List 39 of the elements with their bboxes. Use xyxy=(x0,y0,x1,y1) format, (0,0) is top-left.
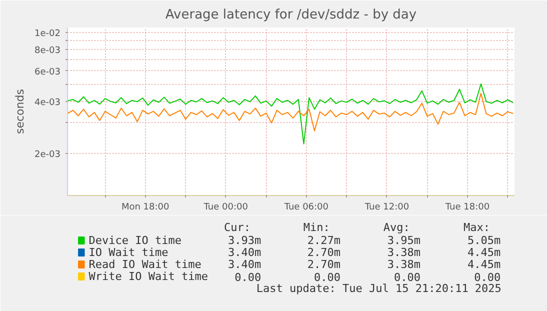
text: Max: xyxy=(463,221,490,234)
legend-label: Read IO Wait time xyxy=(88,258,202,271)
text: 2.27m xyxy=(307,234,341,247)
line-series xyxy=(68,83,514,144)
text: Min: xyxy=(303,221,330,234)
x-tick-label: Tue 18:00 xyxy=(444,202,490,212)
text: 0.00 xyxy=(314,271,340,284)
text: 2.70m xyxy=(307,258,341,271)
text: 3.95m xyxy=(387,234,421,247)
y-tick-label: 6e-03 xyxy=(34,67,61,78)
text: Cur: xyxy=(224,221,251,234)
text: 5.05m xyxy=(467,234,501,247)
text: 3.93m xyxy=(228,234,262,247)
y-tick-label: 4e-03 xyxy=(34,98,61,108)
line-series xyxy=(68,92,514,132)
text: 2.70m xyxy=(307,246,341,259)
legend-label: Write IO Wait time xyxy=(88,270,208,283)
text: 4.45m xyxy=(467,258,501,271)
text: 3.40m xyxy=(228,246,262,259)
text: Last update: Tue Jul 15 21:20:11 2025 xyxy=(256,282,502,295)
x-tick-label: Mon 18:00 xyxy=(121,202,170,212)
x-tick-label: Tue 06:00 xyxy=(283,202,329,212)
text: 3.40m xyxy=(228,258,262,271)
legend-label: Device IO time xyxy=(88,234,182,247)
chart-title: Average latency for /dev/sddz - by day xyxy=(165,8,417,22)
text: Avg: xyxy=(383,221,410,234)
y-tick-label: 2e-03 xyxy=(34,150,61,160)
text: 0.00 xyxy=(474,271,501,284)
text: 3.38m xyxy=(387,258,421,271)
x-tick-label: Tue 00:00 xyxy=(202,202,248,212)
y-axis-title: seconds xyxy=(14,88,27,134)
y-tick-label: 8e-03 xyxy=(34,46,61,56)
legend-label: IO Wait time xyxy=(88,246,168,259)
x-tick-label: Tue 12:00 xyxy=(364,202,410,212)
y-tick-label: 1e-02 xyxy=(34,29,61,40)
text: 0.00 xyxy=(234,271,262,284)
text: 0.00 xyxy=(394,271,421,284)
text: 3.38m xyxy=(387,246,421,259)
text: 4.45m xyxy=(467,246,501,259)
